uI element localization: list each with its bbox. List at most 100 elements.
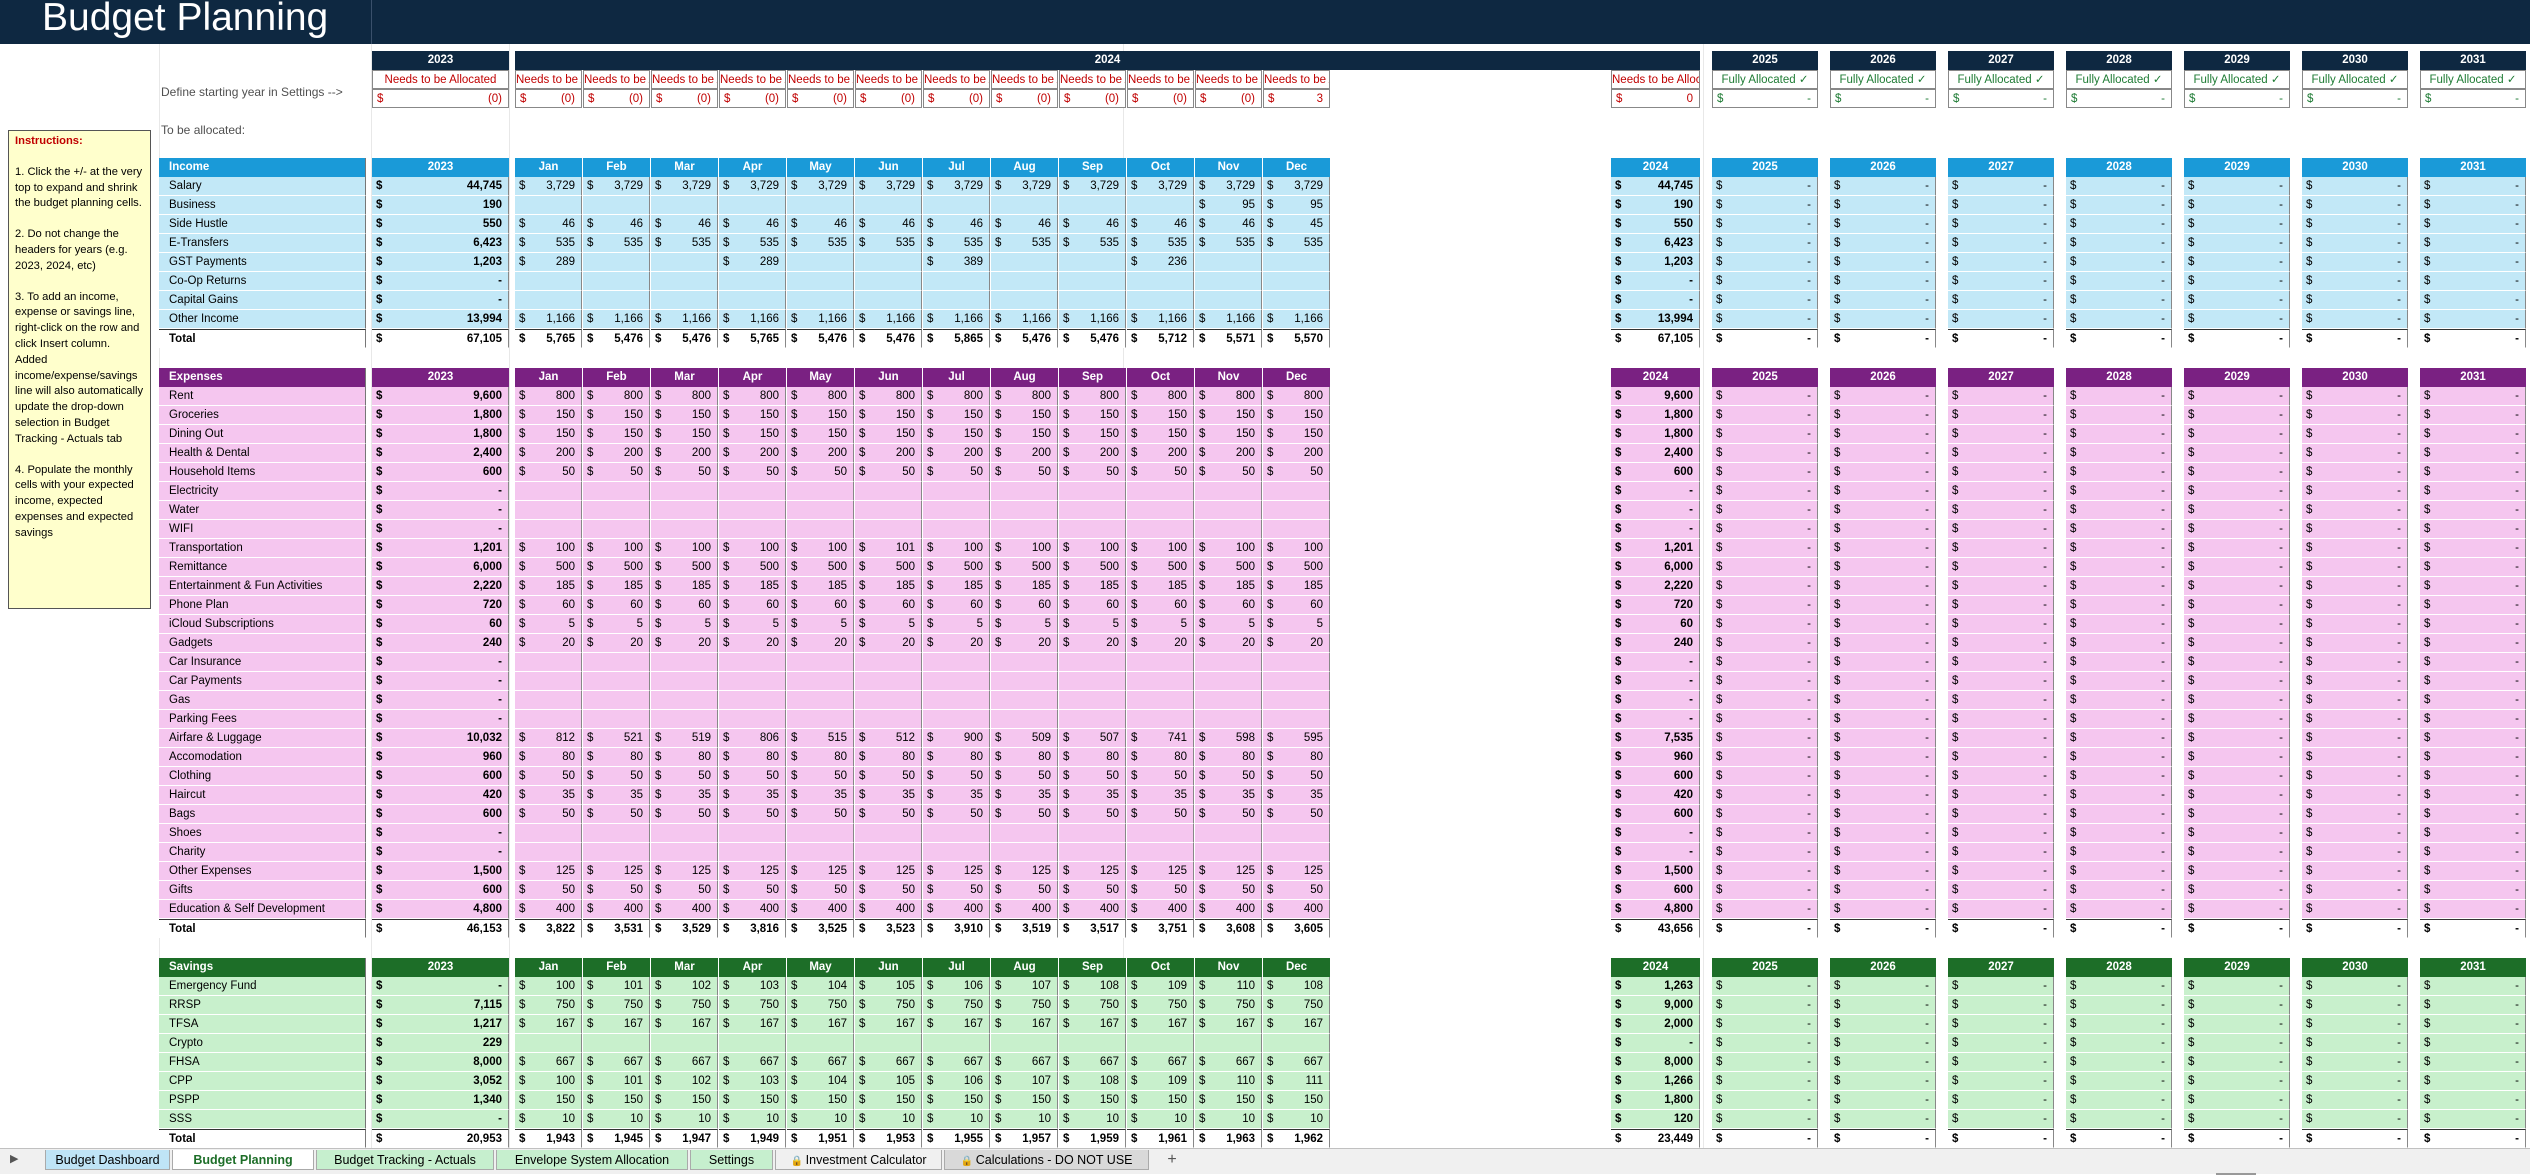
cell-2024[interactable]: $ - [1611,672,1700,691]
cell-month[interactable]: $46 [515,215,582,234]
cell-month[interactable]: $1,166 [787,310,854,329]
cell-future[interactable]: $ - [1712,710,1818,729]
cell-month[interactable]: $150 [787,425,854,444]
cell-month[interactable]: $185 [787,577,854,596]
total-future[interactable]: $ - [1830,919,1936,938]
cell-month[interactable]: $806 [719,729,786,748]
cell-month[interactable] [855,272,922,291]
cell-future[interactable]: $ - [2066,463,2172,482]
cell-month[interactable] [787,672,854,691]
cell-month[interactable]: $50 [923,463,990,482]
cell-future[interactable]: $ - [2066,805,2172,824]
cell-month[interactable]: $35 [855,786,922,805]
cell-month[interactable]: $111 [1263,1072,1330,1091]
cell-future[interactable]: $ - [1712,729,1818,748]
cell-month[interactable]: $535 [991,234,1058,253]
row-label[interactable]: Parking Fees [159,710,366,729]
cell-month[interactable]: $800 [1127,387,1194,406]
cell-future[interactable]: $ - [2420,710,2526,729]
cell-month[interactable] [1195,843,1262,862]
cell-future[interactable]: $ - [2184,406,2290,425]
cell-month[interactable]: $50 [855,463,922,482]
cell-future[interactable]: $ - [2302,425,2408,444]
row-label[interactable]: Co-Op Returns [159,272,366,291]
cell-month[interactable]: $667 [1127,1053,1194,1072]
cell-month[interactable]: $800 [651,387,718,406]
cell-month[interactable]: $20 [923,634,990,653]
cell-month[interactable]: $400 [923,900,990,919]
cell-future[interactable]: $ - [2066,482,2172,501]
cell-month[interactable] [1195,272,1262,291]
cell-month[interactable]: $50 [1059,805,1126,824]
cell-month[interactable] [923,482,990,501]
cell-future[interactable]: $ - [1948,672,2054,691]
cell-month[interactable]: $20 [991,634,1058,653]
cell-future[interactable]: $ - [2420,253,2526,272]
cell-future[interactable]: $ - [2184,310,2290,329]
cell-2023[interactable]: $8,000 [372,1053,509,1072]
cell-month[interactable]: $667 [1263,1053,1330,1072]
row-label[interactable]: Clothing [159,767,366,786]
cell-future[interactable]: $ - [2420,1015,2526,1034]
cell-future[interactable]: $ - [2066,729,2172,748]
cell-month[interactable] [1195,501,1262,520]
cell-month[interactable]: $108 [1263,977,1330,996]
cell-future[interactable]: $ - [2420,1091,2526,1110]
cell-month[interactable]: $667 [1059,1053,1126,1072]
cell-month[interactable] [515,196,582,215]
cell-future[interactable]: $ - [2420,805,2526,824]
cell-future[interactable]: $ - [2066,577,2172,596]
total-month[interactable]: $5,865 [923,329,990,348]
cell-month[interactable] [651,501,718,520]
allocation-value-month[interactable]: $ (0) [787,89,854,108]
cell-2023[interactable]: $240 [372,634,509,653]
cell-month[interactable] [991,253,1058,272]
total-month[interactable]: $5,570 [1263,329,1330,348]
cell-future[interactable]: $ - [2184,253,2290,272]
cell-2024[interactable]: $600 [1611,463,1700,482]
cell-month[interactable]: $60 [719,596,786,615]
cell-future[interactable]: $ - [2420,310,2526,329]
cell-month[interactable]: $400 [991,900,1058,919]
cell-future[interactable]: $ - [2302,1034,2408,1053]
cell-future[interactable]: $ - [1830,253,1936,272]
total-month[interactable]: $5,765 [719,329,786,348]
row-label[interactable]: Haircut [159,786,366,805]
cell-future[interactable]: $ - [2184,1053,2290,1072]
cell-month[interactable] [923,272,990,291]
cell-month[interactable] [1195,482,1262,501]
cell-future[interactable]: $ - [2066,272,2172,291]
total-month[interactable]: $3,608 [1195,919,1262,938]
cell-future[interactable]: $ - [1830,729,1936,748]
cell-future[interactable]: $ - [1948,1053,2054,1072]
cell-future[interactable]: $ - [2066,310,2172,329]
tab-investment-calculator[interactable]: 🔒 Investment Calculator [775,1150,942,1170]
cell-month[interactable]: $800 [855,387,922,406]
cell-month[interactable]: $750 [1195,996,1262,1015]
cell-month[interactable]: $105 [855,1072,922,1091]
row-label[interactable]: Remittance [159,558,366,577]
cell-2023[interactable]: $ - [372,710,509,729]
cell-2024[interactable]: $ - [1611,824,1700,843]
cell-future[interactable]: $ - [1712,463,1818,482]
cell-month[interactable] [1195,291,1262,310]
cell-month[interactable]: $46 [583,215,650,234]
cell-month[interactable]: $35 [719,786,786,805]
cell-month[interactable]: $46 [1195,215,1262,234]
cell-month[interactable]: $45 [1263,215,1330,234]
cell-month[interactable]: $667 [583,1053,650,1072]
cell-2024[interactable]: $1,800 [1611,406,1700,425]
cell-2023[interactable]: $420 [372,786,509,805]
cell-month[interactable] [923,520,990,539]
cell-future[interactable]: $ - [1830,501,1936,520]
cell-month[interactable] [855,501,922,520]
cell-month[interactable]: $1,166 [515,310,582,329]
cell-month[interactable]: $3,729 [719,177,786,196]
cell-month[interactable]: $3,729 [1059,177,1126,196]
cell-month[interactable]: $50 [1195,463,1262,482]
cell-month[interactable]: $535 [1195,234,1262,253]
cell-2023[interactable]: $ - [372,1110,509,1129]
cell-month[interactable]: $800 [1059,387,1126,406]
row-label[interactable]: Rent [159,387,366,406]
cell-future[interactable]: $ - [1830,234,1936,253]
